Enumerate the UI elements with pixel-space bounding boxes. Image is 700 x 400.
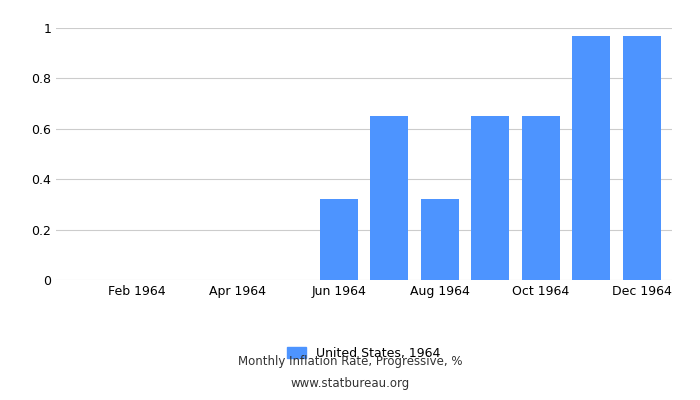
Bar [370,116,408,280]
Legend: United States, 1964: United States, 1964 [282,342,446,365]
Bar [421,199,458,280]
Bar [573,36,610,280]
Bar [471,116,509,280]
Bar [320,199,358,280]
Text: Monthly Inflation Rate, Progressive, %: Monthly Inflation Rate, Progressive, % [238,356,462,368]
Bar [623,36,661,280]
Bar [522,116,560,280]
Text: www.statbureau.org: www.statbureau.org [290,378,410,390]
